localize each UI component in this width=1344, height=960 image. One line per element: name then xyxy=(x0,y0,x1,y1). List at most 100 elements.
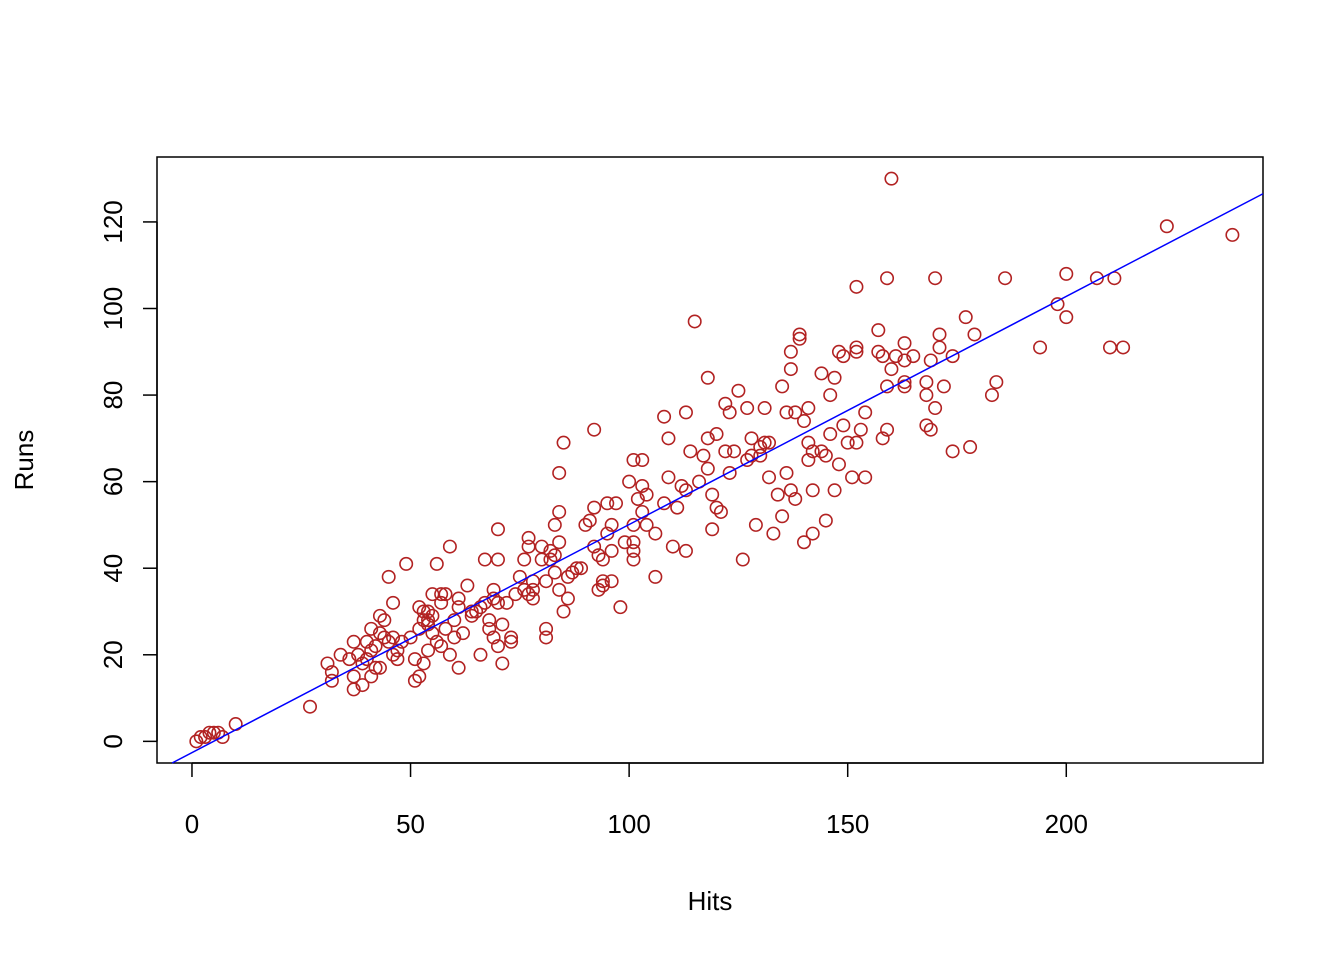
data-point xyxy=(517,582,532,597)
data-point xyxy=(399,556,414,571)
data-point xyxy=(595,552,610,567)
data-point xyxy=(622,474,637,489)
data-point xyxy=(451,591,466,606)
data-point xyxy=(788,405,803,420)
data-point xyxy=(770,487,785,502)
data-point xyxy=(849,340,864,355)
data-point xyxy=(521,530,536,545)
data-point xyxy=(827,370,842,385)
data-point xyxy=(490,552,505,567)
data-point xyxy=(587,500,602,515)
data-point xyxy=(429,634,444,649)
data-point xyxy=(1225,227,1240,242)
y-tick-label: 0 xyxy=(98,734,128,748)
data-point xyxy=(626,452,641,467)
data-point xyxy=(591,548,606,563)
data-point xyxy=(919,375,934,390)
data-point xyxy=(1089,271,1104,286)
data-point xyxy=(661,470,676,485)
data-point xyxy=(355,656,370,671)
data-point xyxy=(504,630,519,645)
data-point xyxy=(766,526,781,541)
data-point xyxy=(783,362,798,377)
data-point xyxy=(372,608,387,623)
data-point xyxy=(342,652,357,667)
data-point xyxy=(718,444,733,459)
data-point xyxy=(469,604,484,619)
data-point xyxy=(709,500,724,515)
data-point xyxy=(700,370,715,385)
data-point xyxy=(539,574,554,589)
data-point xyxy=(696,448,711,463)
data-point xyxy=(368,660,383,675)
data-point xyxy=(490,595,505,610)
data-point xyxy=(661,431,676,446)
x-tick-label: 200 xyxy=(1045,809,1088,839)
data-point xyxy=(1033,340,1048,355)
data-point xyxy=(748,517,763,532)
data-point xyxy=(495,617,510,632)
data-point xyxy=(775,379,790,394)
data-point xyxy=(1050,297,1065,312)
data-point xyxy=(963,440,978,455)
x-tick-label: 100 xyxy=(607,809,650,839)
data-point xyxy=(779,465,794,480)
data-point xyxy=(1159,219,1174,234)
data-point xyxy=(456,626,471,641)
data-point xyxy=(364,669,379,684)
data-point xyxy=(919,388,934,403)
data-point xyxy=(421,613,436,628)
data-point xyxy=(635,452,650,467)
data-point xyxy=(678,405,693,420)
data-point xyxy=(753,448,768,463)
data-point xyxy=(735,552,750,567)
data-point xyxy=(346,634,361,649)
data-point xyxy=(989,375,1004,390)
data-point xyxy=(547,548,562,563)
data-point xyxy=(495,656,510,671)
data-point xyxy=(805,483,820,498)
data-point xyxy=(801,401,816,416)
data-point xyxy=(700,461,715,476)
data-point xyxy=(364,643,379,658)
data-point xyxy=(390,652,405,667)
data-point xyxy=(678,543,693,558)
data-point xyxy=(1059,310,1074,325)
data-point xyxy=(1102,340,1117,355)
data-point xyxy=(359,634,374,649)
data-point xyxy=(805,444,820,459)
data-point xyxy=(368,639,383,654)
data-point xyxy=(521,587,536,602)
data-point xyxy=(788,491,803,506)
data-point xyxy=(499,595,514,610)
data-point xyxy=(333,647,348,662)
data-point xyxy=(722,465,737,480)
data-point xyxy=(727,444,742,459)
data-point xyxy=(836,349,851,364)
y-axis-title: Runs xyxy=(9,430,39,491)
data-point xyxy=(359,652,374,667)
data-point xyxy=(897,336,912,351)
data-point xyxy=(547,517,562,532)
data-point xyxy=(849,344,864,359)
y-tick-label: 20 xyxy=(98,640,128,669)
x-axis: 0 50 100 150 200 xyxy=(185,762,1088,839)
data-point xyxy=(762,470,777,485)
data-point xyxy=(796,535,811,550)
data-point xyxy=(648,526,663,541)
x-axis-title: Hits xyxy=(688,886,733,916)
data-point xyxy=(744,448,759,463)
data-point xyxy=(775,509,790,524)
data-point xyxy=(753,440,768,455)
data-point xyxy=(324,673,339,688)
data-point xyxy=(324,665,339,680)
data-point xyxy=(858,405,873,420)
data-point xyxy=(884,171,899,186)
data-point xyxy=(477,552,492,567)
data-point xyxy=(565,565,580,580)
data-point xyxy=(888,349,903,364)
data-point xyxy=(578,517,593,532)
data-point xyxy=(228,717,243,732)
data-point xyxy=(919,418,934,433)
data-point xyxy=(412,621,427,636)
